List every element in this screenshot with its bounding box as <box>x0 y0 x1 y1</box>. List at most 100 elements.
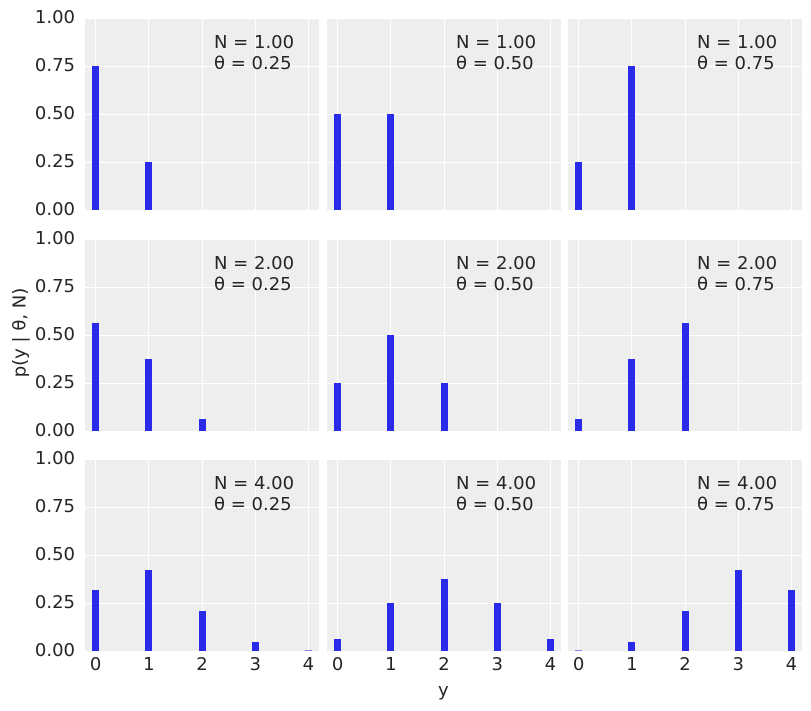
y-tick-label: 0.50 <box>34 103 75 124</box>
panel-annotation: N = 1.00 θ = 0.50 <box>456 32 536 74</box>
gridline-vertical <box>307 459 309 651</box>
bar <box>628 642 636 651</box>
x-tick-label: 0 <box>331 654 344 675</box>
y-tick-label: 0.50 <box>34 324 75 345</box>
y-tick-label: 0.75 <box>34 276 75 297</box>
bar <box>787 590 795 651</box>
gridline-vertical <box>549 18 551 210</box>
bar <box>440 383 448 431</box>
bar <box>387 335 395 431</box>
bar <box>198 419 206 431</box>
annotation-n: N = 2.00 <box>214 253 295 274</box>
x-tick-label: 1 <box>385 654 397 675</box>
bar <box>304 650 312 651</box>
bar <box>92 323 100 431</box>
gridline-vertical <box>549 239 551 431</box>
panel-annotation: N = 2.00 θ = 0.25 <box>214 253 294 295</box>
gridline-vertical <box>201 239 203 431</box>
gridline-vertical <box>443 459 445 651</box>
subplot-panel: N = 1.00 θ = 0.75 <box>568 18 802 210</box>
gridline-vertical <box>684 459 686 651</box>
panel-annotation: N = 1.00 θ = 0.75 <box>697 32 777 74</box>
subplot-panel: N = 4.00 θ = 0.25 <box>85 459 319 651</box>
panel-annotation: N = 2.00 θ = 0.50 <box>456 253 536 295</box>
panel-annotation: N = 2.00 θ = 0.75 <box>697 253 777 295</box>
gridline-vertical <box>496 18 498 210</box>
subplot-panel: N = 1.00 θ = 0.50 <box>327 18 561 210</box>
x-tick-label: 3 <box>732 654 744 675</box>
annotation-theta: θ = 0.25 <box>214 274 292 295</box>
annotation-theta: θ = 0.50 <box>456 494 534 515</box>
gridline-vertical <box>737 18 739 210</box>
x-tick-label: 1 <box>626 654 638 675</box>
gridline-vertical <box>148 239 150 431</box>
subplot-panel: N = 1.00 θ = 0.25 <box>85 18 319 210</box>
bar <box>681 323 689 431</box>
gridline-vertical <box>201 459 203 651</box>
y-tick-label: 0.50 <box>34 544 75 565</box>
gridline-vertical <box>631 459 633 651</box>
bar <box>575 162 583 210</box>
bar <box>440 579 448 651</box>
annotation-theta: θ = 0.25 <box>214 494 292 515</box>
x-tick-label: 2 <box>679 654 691 675</box>
y-tick-label: 0.75 <box>34 496 75 517</box>
gridline-vertical <box>790 18 792 210</box>
gridline-vertical <box>337 459 339 651</box>
gridline-vertical <box>254 239 256 431</box>
bar <box>251 642 259 651</box>
bar <box>92 66 100 210</box>
bar <box>734 570 742 651</box>
gridline-vertical <box>148 459 150 651</box>
y-tick-label: 1.00 <box>34 7 75 28</box>
y-tick-label: 0.00 <box>34 420 75 441</box>
annotation-theta: θ = 0.75 <box>697 274 775 295</box>
gridline-vertical <box>737 239 739 431</box>
bar <box>92 590 100 651</box>
gridline-vertical <box>684 18 686 210</box>
gridline-vertical <box>307 239 309 431</box>
y-tick-label: 0.00 <box>34 640 75 661</box>
subplot-panel: N = 2.00 θ = 0.75 <box>568 239 802 431</box>
panel-annotation: N = 4.00 θ = 0.25 <box>214 473 294 515</box>
y-tick-label: 0.25 <box>34 372 75 393</box>
y-tick-label: 0.75 <box>34 55 75 76</box>
annotation-theta: θ = 0.75 <box>697 494 775 515</box>
gridline-vertical <box>254 459 256 651</box>
bar <box>493 603 501 651</box>
subplot-panel: N = 2.00 θ = 0.50 <box>327 239 561 431</box>
x-tick-label: 2 <box>196 654 208 675</box>
gridline-vertical <box>549 459 551 651</box>
gridline-vertical <box>737 459 739 651</box>
gridline-vertical <box>443 239 445 431</box>
gridline-vertical <box>443 18 445 210</box>
bar <box>628 359 636 431</box>
gridline-vertical <box>496 239 498 431</box>
bar <box>334 383 342 431</box>
x-tick-label: 1 <box>143 654 155 675</box>
gridline-vertical <box>578 459 580 651</box>
y-tick-label: 1.00 <box>34 228 75 249</box>
bar <box>387 603 395 651</box>
bar <box>198 610 206 651</box>
panel-annotation: N = 4.00 θ = 0.75 <box>697 473 777 515</box>
x-tick-label: 2 <box>438 654 450 675</box>
x-tick-label: 4 <box>544 654 557 675</box>
y-tick-label: 0.00 <box>34 199 75 220</box>
bar <box>681 610 689 651</box>
annotation-theta: θ = 0.50 <box>456 53 534 74</box>
gridline-vertical <box>578 239 580 431</box>
gridline-vertical <box>790 459 792 651</box>
bar <box>145 162 153 210</box>
bar <box>145 359 153 431</box>
gridline-vertical <box>390 459 392 651</box>
annotation-theta: θ = 0.25 <box>214 53 292 74</box>
x-axis-label: y <box>438 680 449 701</box>
subplot-panel: N = 4.00 θ = 0.50 <box>327 459 561 651</box>
annotation-n: N = 4.00 <box>456 473 537 494</box>
panel-annotation: N = 1.00 θ = 0.25 <box>214 32 294 74</box>
annotation-n: N = 4.00 <box>214 473 295 494</box>
annotation-n: N = 2.00 <box>697 253 778 274</box>
annotation-n: N = 1.00 <box>456 32 537 53</box>
y-tick-label: 1.00 <box>34 448 75 469</box>
